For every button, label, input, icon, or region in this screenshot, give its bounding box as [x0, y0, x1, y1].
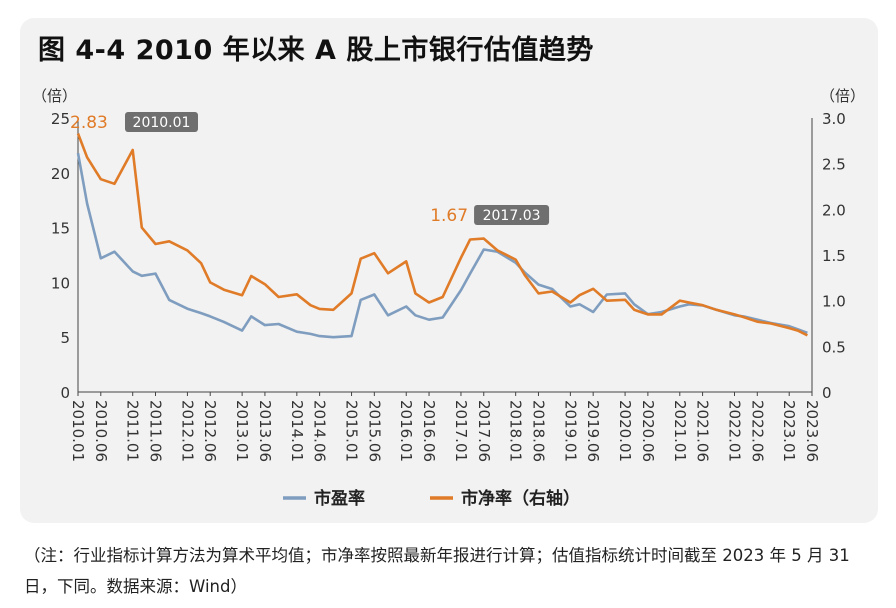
- x-tick-label: 2010.01: [69, 400, 87, 462]
- x-tick-label: 2019.01: [561, 400, 579, 462]
- x-tick-label: 2010.06: [92, 400, 110, 462]
- x-tick-label: 2023.06: [803, 400, 821, 462]
- y-right-tick-label: 1.5: [822, 247, 846, 265]
- x-tick-label: 2017.06: [475, 400, 493, 462]
- y-left-tick-label: 25: [51, 110, 70, 128]
- y-left-tick-label: 0: [60, 384, 70, 402]
- y-left-tick-label: 10: [51, 274, 70, 292]
- x-tick-label: 2015.06: [365, 400, 383, 462]
- x-tick-label: 2011.01: [124, 400, 142, 462]
- x-tick-label: 2021.06: [694, 400, 712, 462]
- chart-title: 图 4-4 2010 年以来 A 股上市银行估值趋势: [38, 35, 594, 66]
- x-tick-label: 2016.01: [397, 400, 415, 462]
- x-tick-label: 2013.06: [256, 400, 274, 462]
- x-tick-label: 2022.06: [748, 400, 766, 462]
- x-tick-label: 2017.01: [452, 400, 470, 462]
- footnote: （注：行业指标计算方法为算术平均值；市净率按照最新年报进行计算；估值指标统计时间…: [24, 546, 850, 596]
- x-tick-label: 2020.01: [616, 400, 634, 462]
- y-right-tick-label: 0.5: [822, 338, 846, 356]
- x-tick-label: 2013.01: [233, 400, 251, 462]
- y-left-tick-label: 15: [51, 220, 70, 238]
- chart-panel: [20, 18, 878, 523]
- x-tick-label: 2018.01: [507, 400, 525, 462]
- x-tick-label: 2012.06: [201, 400, 219, 462]
- x-tick-label: 2019.06: [584, 400, 602, 462]
- y-right-tick-label: 2.5: [822, 156, 846, 174]
- annotation-date-tag: [125, 112, 198, 132]
- axes-group: 0 5 10 15 20 25 0 0.5 1.0 1.5 2.0 2.5 3.0 2010.01 2010…: [51, 110, 846, 462]
- y-right-tick-label: 3.0: [822, 110, 846, 128]
- annotation-date: 2010.01: [133, 115, 191, 131]
- legend-label-pb: 市净率（右轴）: [461, 488, 580, 509]
- y-left-tick-label: 20: [51, 165, 70, 183]
- y-left-unit-label: （倍）: [32, 87, 77, 105]
- series-group: [76, 133, 808, 339]
- x-tick-label: 2022.01: [725, 400, 743, 462]
- pe-series-line: [76, 152, 808, 339]
- x-tick-label: 2012.01: [178, 400, 196, 462]
- annotation-date: 2017.03: [483, 208, 541, 224]
- annotation-date-tag: [474, 205, 550, 225]
- x-tick-label: 2020.06: [639, 400, 657, 462]
- y-left-tick-label: 5: [60, 329, 70, 347]
- y-right-tick-label: 1.0: [822, 293, 846, 311]
- pb-series-line: [76, 133, 808, 337]
- x-tick-label: 2011.06: [147, 400, 165, 462]
- y-right-unit-label: （倍）: [820, 87, 865, 105]
- y-right-tick-label: 0: [822, 384, 832, 402]
- x-tick-label: 2016.06: [420, 400, 438, 462]
- x-tick-label: 2018.06: [529, 400, 547, 462]
- x-tick-label: 2023.01: [780, 400, 798, 462]
- annotation-value: 1.67: [430, 206, 468, 226]
- x-tick-label: 2014.06: [311, 400, 329, 462]
- x-tick-label: 2015.01: [343, 400, 361, 462]
- annotations-group: 2.83 2010.01 1.67 2017.03: [70, 112, 550, 226]
- x-tick-label: 2014.01: [288, 400, 306, 462]
- legend: 市盈率 市净率（右轴）: [283, 488, 580, 509]
- x-tick-label: 2021.01: [671, 400, 689, 462]
- annotation-value: 2.83: [70, 113, 108, 133]
- y-right-tick-label: 2.0: [822, 201, 846, 219]
- legend-label-pe: 市盈率: [314, 488, 365, 509]
